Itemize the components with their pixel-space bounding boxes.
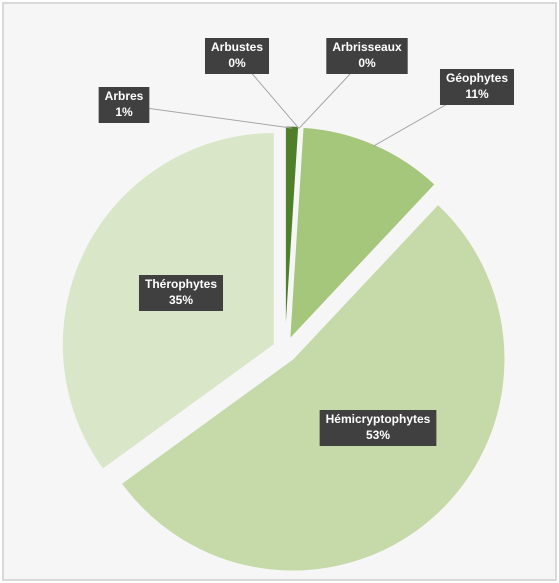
data-label: Géophytes 11%	[439, 69, 515, 105]
data-label: Hémicryptophytes 53%	[319, 410, 437, 446]
label-box	[326, 38, 408, 74]
label-value: 35%	[169, 293, 193, 307]
data-label: Thérophytes 35%	[138, 275, 224, 311]
label-box	[98, 87, 150, 123]
pie-slice	[120, 203, 506, 572]
label-name: Arbrisseaux	[332, 40, 402, 54]
label-name: Thérophytes	[145, 277, 217, 291]
label-box	[138, 275, 224, 311]
pie-slice	[289, 126, 436, 341]
data-label: Arbustes 0%	[204, 38, 270, 74]
label-name: Arbustes	[211, 40, 263, 54]
label-value: 11%	[465, 87, 489, 101]
label-value: 53%	[366, 428, 390, 442]
label-value: 0%	[228, 56, 246, 70]
label-value: 1%	[115, 105, 133, 119]
leader-line	[123, 104, 293, 129]
label-name: Arbres	[105, 89, 144, 103]
label-box	[204, 38, 270, 74]
label-box	[319, 410, 437, 446]
data-label: Arbres 1%	[98, 87, 150, 123]
label-box	[439, 69, 515, 105]
label-name: Hémicryptophytes	[326, 412, 431, 426]
label-name: Géophytes	[446, 71, 508, 85]
label-value: 0%	[358, 56, 376, 70]
data-label: Arbrisseaux 0%	[326, 38, 408, 74]
